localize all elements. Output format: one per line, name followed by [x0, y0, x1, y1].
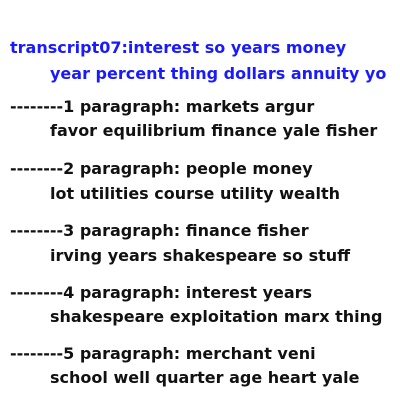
paragraph-2-heading: --------2 paragraph: people money: [10, 159, 313, 178]
transcript-subtitle: year percent thing dollars annuity yo: [50, 64, 387, 83]
paragraph-3-keywords: irving years shakespeare so stuff: [50, 246, 351, 265]
transcript-title: transcript07:interest so years money: [10, 38, 347, 57]
paragraph-5-heading: --------5 paragraph: merchant veni: [10, 344, 316, 363]
paragraph-4-heading: --------4 paragraph: interest years: [10, 283, 313, 302]
paragraph-4-keywords: shakespeare exploitation marx thing: [50, 307, 383, 326]
paragraph-3-heading: --------3 paragraph: finance fisher: [10, 221, 309, 240]
paragraph-5-keywords: school well quarter age heart yale: [50, 368, 360, 387]
paragraph-1-heading: --------1 paragraph: markets argur: [10, 97, 315, 116]
paragraph-1-keywords: favor equilibrium finance yale fisher: [50, 121, 378, 140]
paragraph-2-keywords: lot utilities course utility wealth: [50, 184, 341, 203]
